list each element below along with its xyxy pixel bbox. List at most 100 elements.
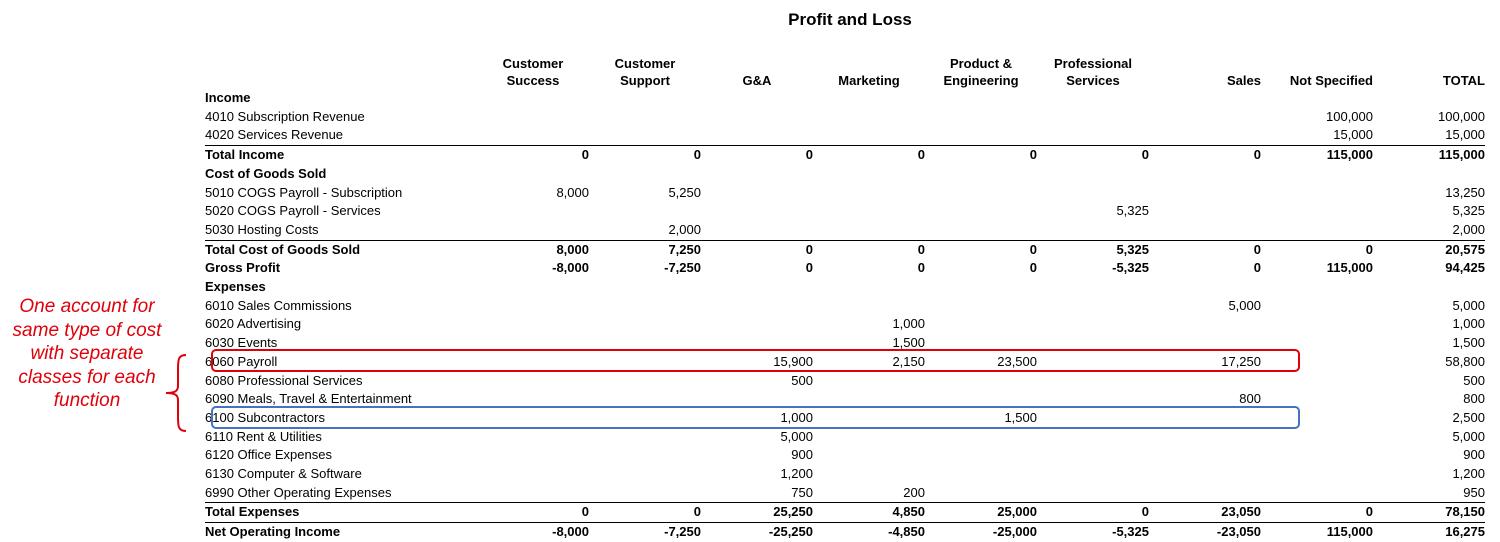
row-label: 6100 Subcontractors	[205, 409, 325, 425]
cell-value: 800	[1463, 391, 1485, 407]
row-label: 6020 Advertising	[205, 316, 302, 332]
cell-value	[1373, 89, 1485, 108]
table-row: 6020 Advertising 1,000 1,000	[205, 315, 1485, 334]
cell-value: 115,000	[1373, 145, 1485, 165]
profit-loss-table: Customer Success Customer Support G&A Ma…	[205, 53, 1485, 542]
cell-value	[701, 89, 813, 108]
cell-value	[1037, 165, 1149, 184]
cell-value: 13,250	[1445, 184, 1485, 200]
row-label: 6120 Office Expenses	[205, 447, 332, 463]
cell-value: -5,325	[1112, 260, 1149, 276]
table-row: Gross Profit -8,000 -7,250 0 0 0 -5,325 0 115,00…	[205, 259, 1485, 278]
payroll-highlight-box	[211, 349, 1300, 372]
cell-value	[1149, 126, 1261, 145]
cell-value: 200	[903, 484, 925, 500]
cell-value	[813, 372, 925, 391]
row-label: Expenses	[205, 279, 266, 295]
cell-value: 100,000	[1326, 108, 1373, 124]
cell-value: 2,000	[1452, 221, 1485, 237]
cell-value	[701, 108, 813, 127]
row-label: 6990 Other Operating Expenses	[205, 484, 392, 500]
row-label: 5020 COGS Payroll - Services	[205, 203, 381, 219]
cell-value	[589, 428, 701, 447]
cell-value	[1261, 202, 1373, 221]
cell-value: 0	[1261, 239, 1373, 260]
cell-value	[1261, 184, 1373, 203]
cell-value	[1149, 372, 1261, 391]
table-row: 5010 COGS Payroll - Subscription 8,000 5,2…	[205, 184, 1485, 203]
cell-value	[1037, 221, 1149, 240]
cell-value	[1149, 184, 1261, 203]
cell-value: 0	[701, 145, 813, 165]
cell-value: 16,275	[1373, 522, 1485, 542]
cell-value	[589, 372, 701, 391]
cell-value	[589, 202, 701, 221]
cell-value: 5,325	[1116, 203, 1149, 219]
cell-value	[813, 297, 925, 316]
cell-value	[589, 126, 701, 145]
table-row: 4020 Services Revenue 15,000 15,000	[205, 126, 1485, 145]
row-label: 6110 Rent & Utilities	[205, 428, 322, 444]
column-header: Professional Services	[1053, 56, 1133, 88]
cell-value	[925, 108, 1037, 127]
row-label: 6010 Sales Commissions	[205, 297, 352, 313]
cell-value	[477, 126, 589, 145]
annotation-brace-icon	[165, 354, 187, 432]
cell-value	[477, 221, 589, 240]
cell-value: 0	[917, 260, 925, 276]
cell-value	[1149, 221, 1261, 240]
row-label: Cost of Goods Sold	[205, 165, 327, 181]
cell-value: 0	[1253, 260, 1261, 276]
column-header: Marketing	[838, 73, 900, 88]
table-row: 6100 Subcontractors 1,000 1,500 2,500	[205, 409, 1485, 428]
cell-value	[1037, 184, 1149, 203]
cell-value: 15,000	[1333, 127, 1373, 143]
table-row: 6080 Professional Services 500 500	[205, 372, 1485, 391]
cell-value	[589, 315, 701, 334]
cell-value	[477, 465, 589, 484]
cell-value	[925, 202, 1037, 221]
cell-value: 750	[791, 484, 813, 500]
table-row: Net Operating Income -8,000 -7,250 -25,250-…	[205, 522, 1485, 542]
cell-value: 0	[805, 260, 813, 276]
cell-value: 0	[1149, 145, 1261, 165]
table-row: 5020 COGS Payroll - Services 5,325 5,325	[205, 202, 1485, 221]
table-row: 6060 Payroll 15,900 2,150 23,500 17,250 58,80…	[205, 353, 1485, 372]
cell-value: 23,050	[1149, 502, 1261, 523]
cell-value: 0	[1037, 502, 1149, 523]
cell-value	[1037, 428, 1149, 447]
cell-value: 900	[1463, 447, 1485, 463]
cell-value	[589, 484, 701, 503]
cell-value	[925, 278, 1037, 297]
cell-value: 5,000	[1452, 428, 1485, 444]
table-row: Total Expenses 0 0 25,250 4,850 25,000 0 23,050…	[205, 502, 1485, 523]
cell-value	[1149, 165, 1261, 184]
cell-value: 115,000	[1261, 522, 1373, 542]
table-row: 6010 Sales Commissions 5,000 5,000	[205, 297, 1485, 316]
cell-value: 17,250	[1221, 353, 1261, 369]
cell-value	[1373, 165, 1485, 184]
cell-value	[477, 372, 589, 391]
cell-value	[1261, 315, 1373, 334]
cell-value	[1149, 446, 1261, 465]
cell-value: 0	[925, 145, 1037, 165]
row-label: Total Expenses	[205, 502, 477, 523]
cell-value	[1261, 89, 1373, 108]
cell-value	[813, 184, 925, 203]
cell-value: 5,325	[1037, 239, 1149, 260]
cell-value: 0	[589, 145, 701, 165]
cell-value	[925, 89, 1037, 108]
cell-value	[925, 126, 1037, 145]
cell-value: -5,325	[1037, 522, 1149, 542]
cell-value: 20,575	[1373, 239, 1485, 260]
cell-value	[1037, 446, 1149, 465]
cell-value: 1,500	[1452, 335, 1485, 351]
cell-value	[1037, 89, 1149, 108]
cell-value	[589, 89, 701, 108]
cell-value	[701, 202, 813, 221]
cell-value	[1037, 465, 1149, 484]
cell-value	[925, 315, 1037, 334]
cell-value: 4,850	[813, 502, 925, 523]
row-label: 6030 Events	[205, 335, 278, 351]
table-row: Cost of Goods Sold	[205, 165, 1485, 184]
